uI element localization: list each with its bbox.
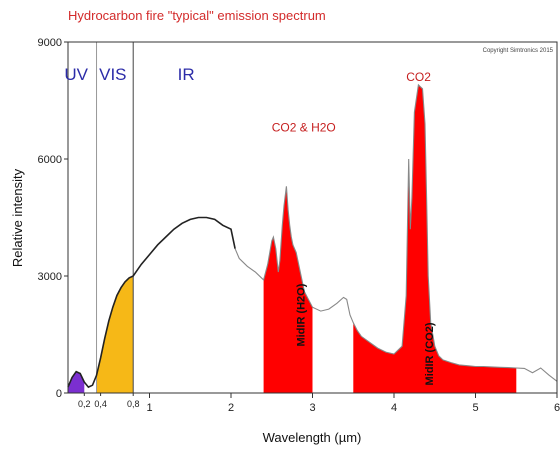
band-labels: MidIR (H2O) MidIR (CO2): [295, 283, 436, 385]
spectrum-line: [67, 216, 236, 389]
filled-band-1: [96, 276, 134, 393]
x-tick-label-3: 1: [146, 402, 152, 414]
x-tick-label-1: 0,4: [94, 399, 107, 409]
y-axis-title: Relative intensity: [10, 168, 25, 267]
x-axis-title: Wavelength (µm): [263, 430, 362, 445]
x-tick-label-8: 6: [554, 402, 560, 414]
annotation-0: CO2 & H2O: [272, 121, 336, 135]
y-tick-label-3: 9000: [38, 37, 62, 49]
chart-title: Hydrocarbon fire "typical" emission spec…: [68, 8, 326, 23]
x-tick-label-0: 0,2: [78, 399, 91, 409]
region-labels: UV VIS IR: [64, 65, 194, 84]
annotations: CO2 & H2O CO2: [272, 70, 431, 135]
filled-band-0: [68, 371, 85, 393]
filled-band-3: [353, 84, 517, 394]
band-label-1: MidIR (CO2): [424, 322, 436, 385]
band-label-0: MidIR (H2O): [295, 283, 307, 346]
y-tick-label-2: 6000: [38, 154, 62, 166]
copyright-note: Copyright Simtronics 2015: [483, 48, 554, 54]
x-axis-ticks: 0,2 0,4 0,8 1 2 3 4 5 6: [78, 393, 560, 414]
x-tick-label-4: 2: [228, 402, 234, 414]
region-label-ir: IR: [178, 65, 195, 84]
x-tick-label-5: 3: [309, 402, 315, 414]
y-axis-ticks: 0 3000 6000 9000: [38, 37, 68, 400]
x-tick-label-6: 4: [391, 402, 397, 414]
y-tick-label-1: 3000: [38, 271, 62, 283]
filled-bands: [68, 84, 517, 394]
x-tick-label-7: 5: [472, 402, 478, 414]
region-label-uv: UV: [64, 65, 88, 84]
annotation-1: CO2: [406, 70, 431, 84]
y-tick-label-0: 0: [56, 388, 62, 400]
spectrum-tail-line: [234, 83, 558, 382]
x-tick-label-2: 0,8: [127, 399, 140, 409]
region-label-vis: VIS: [99, 65, 126, 84]
filled-band-2: [263, 186, 313, 393]
region-boundaries: [96, 42, 134, 393]
